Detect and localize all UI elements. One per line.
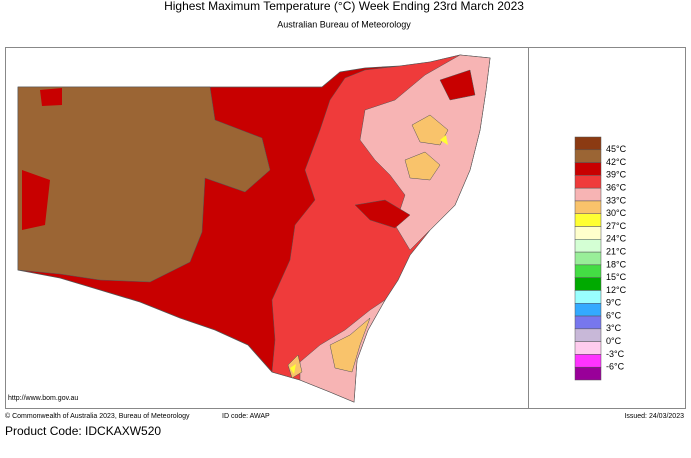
legend-swatch [574, 303, 602, 317]
legend-swatch [574, 136, 602, 151]
legend-swatch [574, 328, 602, 342]
legend-swatch [574, 213, 602, 227]
map: http://www.bom.gov.au [8, 54, 491, 403]
legend-label: 3°C [606, 323, 622, 333]
legend-label: 0°C [606, 336, 622, 346]
title: Highest Maximum Temperature (°C) Week En… [164, 0, 524, 13]
legend-swatch [574, 149, 602, 163]
legend-label: 33°C [606, 195, 627, 205]
legend-label: 12°C [606, 285, 627, 295]
legend-label: 9°C [606, 298, 622, 308]
legend-swatch [574, 264, 602, 278]
legend-label: -3°C [606, 349, 625, 359]
region-42 [17, 86, 271, 283]
legend-label: -6°C [606, 362, 625, 372]
legend-swatch [574, 290, 602, 304]
legend-swatch [574, 277, 602, 291]
url: http://www.bom.gov.au [8, 395, 78, 402]
legend-label: 15°C [606, 272, 627, 282]
legend-swatch [574, 315, 602, 330]
legend-swatch [574, 226, 602, 240]
copyright: © Commonwealth of Australia 2023, Bureau… [5, 412, 190, 420]
region-39-patch [22, 88, 62, 230]
legend-label: 21°C [606, 246, 627, 256]
region-33 [299, 54, 491, 403]
product-code: Product Code: IDCKAXW520 [5, 424, 161, 438]
legend-swatch [574, 200, 602, 214]
region-39-east [354, 69, 476, 229]
legend-label: 30°C [606, 208, 627, 218]
frame [5, 47, 686, 409]
issued: Issued: 24/03/2023 [624, 413, 684, 420]
legend-swatch [574, 251, 602, 266]
legend-label: 39°C [606, 170, 627, 180]
legend-label: 18°C [606, 259, 627, 269]
legend-swatch [574, 366, 602, 381]
subtitle: Australian Bureau of Meteorology [277, 19, 411, 29]
legend-label: 24°C [606, 234, 627, 244]
legend-swatch [574, 341, 602, 355]
legend-label: 27°C [606, 221, 627, 231]
legend-label: 36°C [606, 183, 627, 193]
legend-label: 6°C [606, 310, 622, 320]
legend-swatch [574, 354, 602, 368]
id-code: ID code: AWAP [222, 413, 270, 420]
legend-label: 42°C [606, 157, 627, 167]
legend-label: 45°C [606, 144, 627, 154]
legend: 45°C 42°C 39°C 36°C 33°C 30°C 27°C 24°C 21°C 18°C… [574, 136, 627, 381]
legend-swatch [574, 175, 602, 189]
legend-swatch [574, 162, 602, 176]
legend-swatch [574, 187, 602, 202]
legend-swatch [574, 239, 602, 253]
